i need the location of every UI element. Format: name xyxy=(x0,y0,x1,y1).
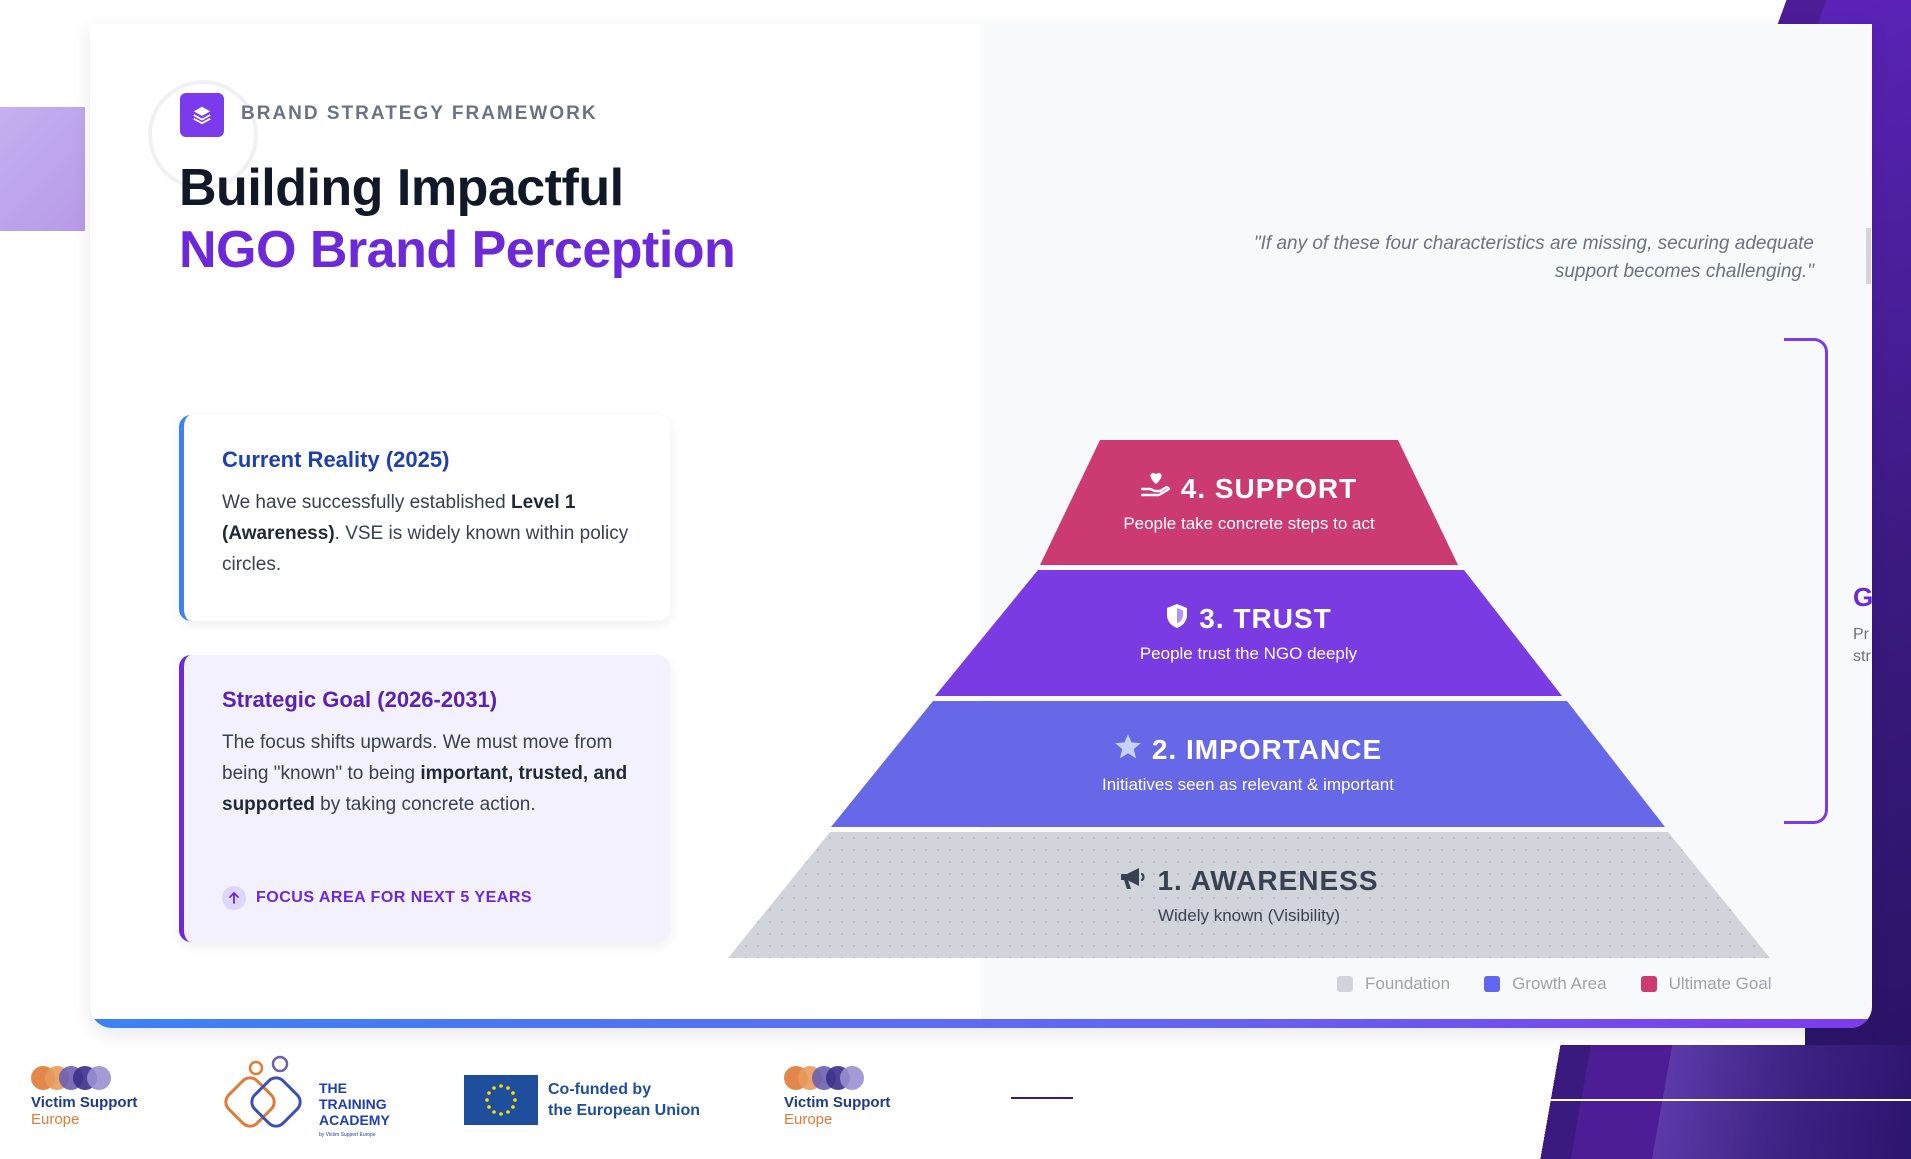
ta-line: TRAINING xyxy=(319,1096,387,1112)
tier-subtitle: People take concrete steps to act xyxy=(1123,514,1375,533)
strategic-goal-box: Strategic Goal (2026-2031) The focus shi… xyxy=(179,655,670,942)
tier-title: 4. SUPPORT xyxy=(1140,471,1358,506)
decorative-ring xyxy=(148,80,258,190)
tier-title-text: 1. AWARENESS xyxy=(1157,865,1379,896)
tier-title: 3. TRUST xyxy=(1165,603,1331,636)
decorative-line xyxy=(1545,1099,1911,1101)
shield-icon xyxy=(1165,603,1189,636)
page-title-line2: NGO Brand Perception xyxy=(179,221,736,279)
eyebrow-label: BRAND STRATEGY FRAMEWORK xyxy=(241,103,598,124)
hand-heart-icon xyxy=(1140,471,1171,506)
pyramid-tier-trust: 3. TRUST People trust the NGO deeply xyxy=(935,570,1562,696)
text-bold: Level 1 (Awareness) xyxy=(222,492,576,544)
training-academy-text: THE TRAINING ACADEMY xyxy=(319,1080,390,1128)
legend-item-growth: Growth Area xyxy=(1484,974,1607,994)
text-segment: by taking concrete action. xyxy=(314,794,536,815)
pyramid-legend: Foundation Growth Area Ultimate Goal xyxy=(1337,974,1772,994)
slide-card: BRAND STRATEGY FRAMEWORK Building Impact… xyxy=(90,24,1872,1028)
strategic-goal-text: The focus shifts upwards. We must move f… xyxy=(222,727,630,820)
ta-small-text: by Victim Support Europe xyxy=(319,1132,376,1138)
vse-sub: Europe xyxy=(784,1111,833,1128)
legend-swatch xyxy=(1484,976,1501,992)
vse-circles-icon xyxy=(31,1066,111,1090)
eu-cofunded-logo: Co-funded by the European Union xyxy=(464,1075,700,1125)
current-reality-heading: Current Reality (2025) xyxy=(222,447,450,472)
layers-icon xyxy=(180,93,224,137)
victim-support-europe-logo-2: Victim Support Europe xyxy=(784,1066,890,1128)
eu-line: the European Union xyxy=(548,1102,700,1119)
tier-title: 2. IMPORTANCE xyxy=(1114,733,1382,767)
focus-area-row: FOCUS AREA FOR NEXT 5 YEARS xyxy=(222,886,532,910)
bracket-label: G xyxy=(1853,582,1872,612)
pyramid-tier-support: 4. SUPPORT People take concrete steps to… xyxy=(1040,440,1458,565)
eu-flag-icon xyxy=(464,1075,538,1125)
ta-line: ACADEMY xyxy=(319,1112,390,1128)
vse-name: Victim Support xyxy=(31,1094,138,1111)
tier-subtitle: Widely known (Visibility) xyxy=(1157,905,1340,925)
tier-title-text: 2. IMPORTANCE xyxy=(1151,734,1383,765)
slide-bottom-bar xyxy=(90,1019,1872,1028)
ta-line: THE xyxy=(319,1080,347,1096)
vse-sub: Europe xyxy=(31,1111,80,1128)
star-icon xyxy=(1114,733,1142,767)
legend-label: Ultimate Goal xyxy=(1668,974,1772,993)
text-bold: important, trusted, and supported xyxy=(222,763,628,815)
bracket-description-line: Pr xyxy=(1853,626,1869,643)
decorative-stripes xyxy=(1530,1045,1911,1159)
tier-title-text: 3. TRUST xyxy=(1199,603,1332,634)
text-segment: . VSE is widely known within policy circ… xyxy=(222,523,629,575)
legend-item-goal: Ultimate Goal xyxy=(1640,974,1772,994)
vse-name: Victim Support xyxy=(784,1094,891,1111)
quote-text: "If any of these four characteristics ar… xyxy=(1253,233,1814,282)
text-segment: We have successfully established xyxy=(222,492,512,513)
footer-divider xyxy=(1011,1097,1073,1099)
victim-support-europe-logo: Victim Support Europe xyxy=(31,1066,137,1128)
current-reality-text: We have successfully established Level 1… xyxy=(222,487,630,580)
legend-item-foundation: Foundation xyxy=(1337,974,1450,994)
bracket-description-line: str xyxy=(1853,648,1871,665)
decorative-block-left xyxy=(0,107,85,231)
page-title-line1: Building Impactful xyxy=(179,159,624,217)
bracket-description: Pr str xyxy=(1853,624,1871,668)
pyramid-tier-awareness: 1. AWARENESS Widely known (Visibility) xyxy=(728,832,1770,958)
tier-subtitle: People trust the NGO deeply xyxy=(1139,643,1358,663)
legend-label: Foundation xyxy=(1365,974,1451,993)
legend-swatch xyxy=(1337,976,1353,992)
eu-line: Co-funded by xyxy=(548,1081,652,1098)
current-reality-box: Current Reality (2025) We have successfu… xyxy=(179,415,670,621)
strategic-goal-heading: Strategic Goal (2026-2031) xyxy=(222,687,498,712)
legend-swatch xyxy=(1640,976,1657,992)
eu-text: Co-funded by the European Union xyxy=(548,1079,700,1121)
training-academy-logo: THE TRAINING ACADEMY by Victim Support E… xyxy=(220,1054,420,1144)
quote-bar xyxy=(1866,228,1871,284)
tier-title: 1. AWARENESS xyxy=(1119,865,1378,898)
pyramid-tier-importance: 2. IMPORTANCE Initiatives seen as releva… xyxy=(831,701,1665,827)
vse-circles-icon xyxy=(784,1066,864,1090)
arrow-up-icon xyxy=(222,886,246,910)
legend-label: Growth Area xyxy=(1512,974,1607,993)
megaphone-icon xyxy=(1119,865,1147,898)
tier-subtitle: Initiatives seen as relevant & important xyxy=(1102,775,1394,794)
growth-bracket xyxy=(1784,338,1828,824)
training-academy-icon xyxy=(224,1055,302,1128)
focus-area-label: FOCUS AREA FOR NEXT 5 YEARS xyxy=(256,889,533,906)
tier-title-text: 4. SUPPORT xyxy=(1180,472,1358,504)
text-segment: The focus shifts upwards. We must move f… xyxy=(222,732,613,784)
